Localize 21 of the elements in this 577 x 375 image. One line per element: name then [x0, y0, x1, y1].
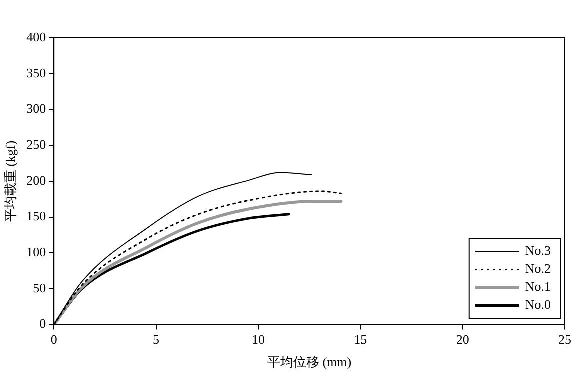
y-tick-label: 250	[26, 136, 46, 152]
x-tick-label: 0	[50, 332, 58, 348]
x-tick-label: 5	[153, 332, 160, 348]
x-axis-title: 平均位移 (mm)	[267, 354, 352, 370]
legend-label: No.1	[525, 279, 551, 294]
y-tick-label: 200	[26, 172, 46, 188]
legend-label: No.3	[525, 243, 551, 258]
x-tick-label: 15	[354, 332, 368, 348]
x-tick-label: 20	[456, 332, 470, 348]
y-tick-label: 150	[26, 208, 46, 224]
y-tick-label: 100	[26, 244, 46, 260]
legend-label: No.0	[525, 297, 551, 312]
y-tick-label: 400	[26, 29, 46, 44]
y-tick-label: 50	[33, 280, 46, 296]
legend-label: No.2	[525, 261, 551, 276]
y-tick-label: 0	[40, 316, 46, 332]
y-tick-label: 350	[26, 65, 46, 80]
x-tick-label: 25	[558, 332, 572, 348]
y-axis-title: 平均載重 (kgf)	[3, 140, 18, 222]
x-tick-label: 10	[252, 332, 265, 348]
y-tick-label: 300	[26, 101, 46, 116]
